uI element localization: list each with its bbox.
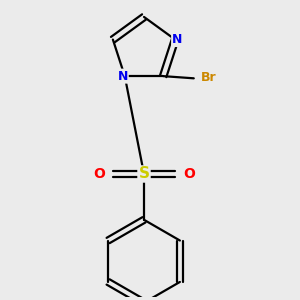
Text: O: O bbox=[183, 167, 195, 181]
Text: N: N bbox=[172, 33, 182, 46]
Text: Br: Br bbox=[201, 71, 217, 84]
Text: O: O bbox=[93, 167, 105, 181]
Text: N: N bbox=[117, 70, 128, 83]
Text: S: S bbox=[139, 167, 149, 182]
